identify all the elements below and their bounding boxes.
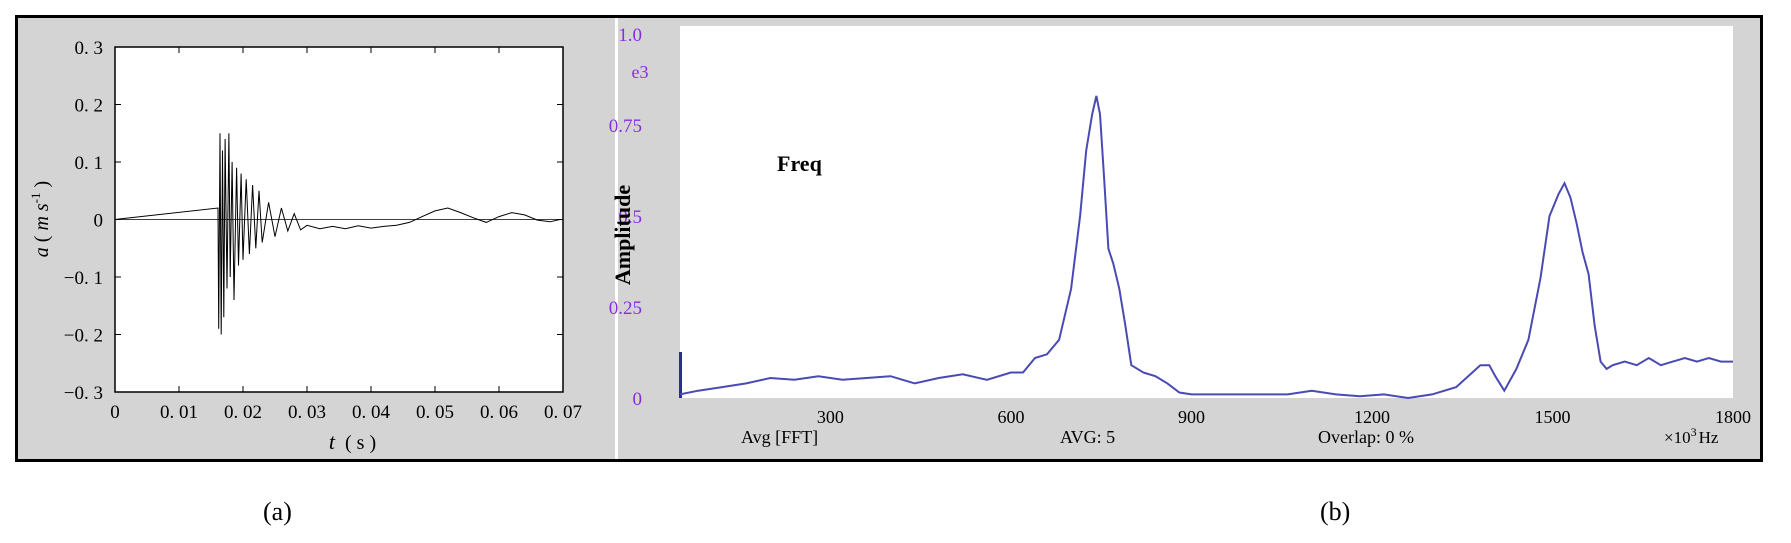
panel-b-x-tick-label: 1500 (1534, 407, 1570, 427)
panel-b-y-axis-label-group: Amplitude (610, 185, 635, 285)
panel-b-y-tick-label: 0.5 (618, 207, 642, 228)
panel-b-series-line (679, 95, 1733, 400)
panel-b-y-tick-label: 0.75 (609, 116, 642, 137)
panel-a-x-tick-label: 0. 06 (480, 402, 518, 423)
caption-a: (a) (263, 497, 292, 526)
panel-a-y-tick-label: 0 (94, 211, 104, 232)
panel-b-footer-avg-type: Avg [FFT] (741, 427, 818, 447)
panel-a-y-tick-label: 0. 2 (75, 96, 104, 117)
panel-b-y-tick-label: 0 (633, 389, 643, 410)
panel-a-x-tick-label: 0. 03 (288, 402, 326, 423)
panel-b-footer-avg-count: AVG: 5 (1060, 427, 1115, 447)
panel-divider (615, 18, 618, 459)
panel-b-x-tick-label: 1800 (1715, 407, 1751, 427)
panel-b-x-tick-label: 600 (997, 407, 1024, 427)
panel-b-y-ticks: 1.0 0.75 0.5 0.25 0 (609, 25, 642, 410)
panel-a-x-axis-label: t (329, 429, 336, 454)
panel-b-x-tick-label: 1200 (1354, 407, 1390, 427)
panel-a-x-tick-label: 0. 07 (544, 402, 582, 423)
panel-a-x-tick-label: 0. 05 (416, 402, 454, 423)
panel-b-y-tick-label: 1.0 (618, 25, 642, 46)
panel-b-x-ticks: 300 600 900 1200 1500 1800 (817, 407, 1751, 427)
panel-a-y-axis-label-group: a ( m s-1 ) (28, 181, 53, 257)
panel-b-x-tick-label: 300 (817, 407, 844, 427)
panel-b-plot-area (680, 26, 1733, 398)
panel-a-y-tick-label: 0. 1 (75, 153, 104, 174)
panel-b-y-tick-label: 0.25 (609, 298, 642, 319)
panel-a-y-tick-label: 0. 3 (75, 38, 104, 59)
panel-b-legend-label: Freq (777, 151, 823, 176)
panel-b-x-tick-label: 900 (1178, 407, 1205, 427)
panel-b-y-multiplier: e3 (632, 62, 649, 82)
panel-a-x-tick-label: 0 (110, 402, 120, 423)
panel-a-y-tick-label: −0. 1 (64, 268, 103, 289)
panel-b-left-marker (679, 352, 682, 398)
caption-b: (b) (1320, 497, 1351, 526)
panel-a-x-ticks: 0 0. 01 0. 02 0. 03 0. 04 0. 05 0. 06 0. 07 (110, 47, 582, 423)
panel-b: 1.0 0.75 0.5 0.25 0 300 600 900 1200 1500 1800 e3… (609, 25, 1751, 447)
panel-a-x-axis-unit: ( s ) (345, 432, 376, 454)
panel-a-y-tick-label: −0. 3 (64, 383, 103, 404)
panel-a-x-tick-label: 0. 04 (352, 402, 391, 423)
panel-a-x-tick-label: 0. 01 (160, 402, 198, 423)
panel-b-x-unit: ×103 Hz (1664, 425, 1719, 447)
panel-b-footer-overlap: Overlap: 0 % (1318, 427, 1414, 447)
panel-a-y-axis-label: a ( m s-1 ) (28, 181, 53, 257)
panel-a-series-line (114, 133, 560, 335)
panel-a: 0. 3 0. 2 0. 1 0 −0. 1 −0. 2 −0. 3 0 0. 01 0. 02… (28, 38, 582, 454)
panel-a-y-tick-label: −0. 2 (64, 326, 103, 347)
panel-b-y-axis-label: Amplitude (610, 185, 635, 285)
panel-a-x-tick-label: 0. 02 (224, 402, 262, 423)
